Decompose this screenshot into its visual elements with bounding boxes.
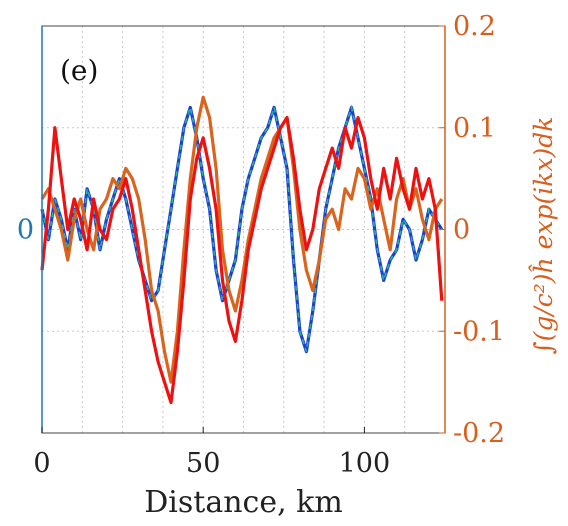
right-y-tick-label-4: 0.2	[453, 11, 496, 42]
x-tick-label-1: 50	[186, 448, 220, 479]
right-y-tick-label-0: -0.2	[453, 418, 505, 449]
series-line-0-dashed-overlay	[41, 104, 443, 352]
right-y-axis-title: ∫(g/c²)ĥ exp(ikx)dk	[529, 117, 558, 355]
right-y-tick-label-3: 0.1	[453, 113, 496, 144]
right-y-tick-label-1: -0.1	[453, 316, 505, 347]
series-line-0	[40, 105, 444, 354]
axis-ticks: 0 50 100 -0.2 -0.1 0 0.1 0.2 0	[17, 11, 505, 479]
left-y-tick-label-0: 0	[17, 215, 34, 246]
series-line-2	[40, 116, 444, 405]
x-tick-label-2: 100	[339, 448, 391, 479]
x-axis-title: Distance, km	[144, 485, 343, 520]
series-lines	[40, 95, 444, 405]
right-y-tick-label-2: 0	[453, 215, 470, 246]
panel-label: (e)	[60, 54, 98, 87]
x-tick-label-0: 0	[33, 448, 50, 479]
